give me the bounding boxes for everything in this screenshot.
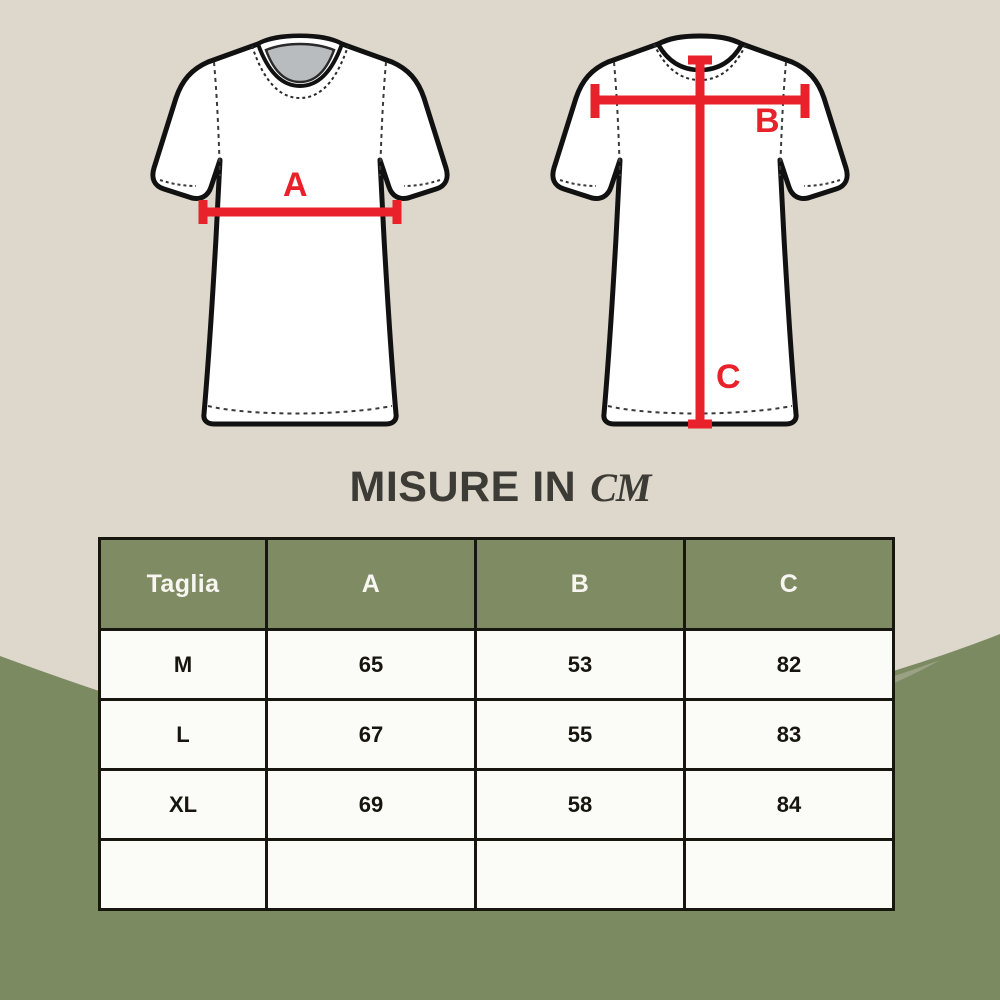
column-header-a: A [265,537,477,631]
measurement-label-b: B [755,102,780,140]
measurement-line-a [198,200,402,224]
table-row-empty [98,838,895,911]
measurement-line-b [590,84,810,118]
cell-c [683,838,895,911]
t-shirt-front-collar-stitch [251,45,349,100]
t-shirt-back-sleeve-hem-right [803,179,841,187]
cell-a: 65 [265,628,477,701]
table-header-row: Taglia A B C [98,537,895,631]
measurement-line-c [688,55,712,429]
cell-a: 69 [265,768,477,841]
cell-b: 58 [474,768,686,841]
cell-c: 83 [683,698,895,771]
cell-a [265,838,477,911]
size-table: Taglia A B C M 65 53 82 L 67 55 83 XL 69 [98,537,895,911]
t-shirt-front-neck-opening [264,42,336,84]
cell-size: M [98,628,268,701]
size-table-header: Taglia A B C [98,537,895,631]
cell-a: 67 [265,698,477,771]
table-row: M 65 53 82 [98,628,895,701]
cell-size: XL [98,768,268,841]
cell-c: 84 [683,768,895,841]
cell-b [474,838,686,911]
cell-size [98,838,268,911]
t-shirt-front-body [150,33,450,427]
t-shirt-back-seam-left [613,61,621,177]
cell-b: 53 [474,628,686,701]
t-shirt-front-sleeve-hem-left [159,179,197,187]
t-shirt-front-illustration [150,33,450,427]
chart-title: MISURE IN CM [0,463,1000,512]
chart-title-main: MISURE IN [349,463,577,511]
size-table-body: M 65 53 82 L 67 55 83 XL 69 58 84 [98,628,895,911]
cell-b: 55 [474,698,686,771]
cell-c: 82 [683,628,895,701]
table-row: L 67 55 83 [98,698,895,771]
t-shirt-back-illustration [550,33,850,429]
table-row: XL 69 58 84 [98,768,895,841]
t-shirt-front-bottom-hem [207,405,393,415]
t-shirt-back-seam-right [779,61,787,177]
column-header-b: B [474,537,686,631]
column-header-taglia: Taglia [98,537,268,631]
column-header-c: C [683,537,895,631]
measurement-label-c: C [716,358,741,396]
cell-size: L [98,698,268,771]
t-shirt-back-sleeve-hem-left [559,179,597,187]
t-shirt-front-seam-right [379,61,387,177]
measurement-label-a: A [283,166,308,204]
chart-title-unit: CM [590,465,651,510]
t-shirt-front-seam-left [213,61,221,177]
t-shirt-front-sleeve-hem-right [403,179,441,187]
